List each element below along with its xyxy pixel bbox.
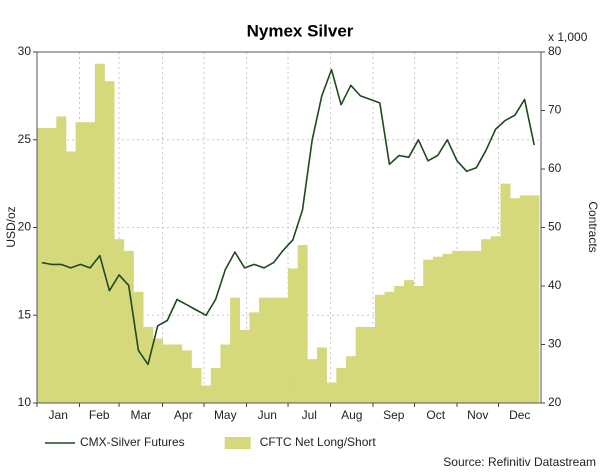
bar xyxy=(239,329,250,403)
x-tick-label: Oct xyxy=(426,408,445,422)
y2-tick-label: 80 xyxy=(548,44,562,58)
y2-tick-label: 40 xyxy=(548,278,562,292)
x-tick-label: Dec xyxy=(509,408,530,422)
bar xyxy=(191,367,202,403)
bar xyxy=(114,239,125,403)
bar xyxy=(220,344,231,403)
bar xyxy=(471,250,482,403)
x-tick-label: Apr xyxy=(174,408,193,422)
x-tick-label: Jul xyxy=(302,408,317,422)
y2-tick-label: 20 xyxy=(548,395,562,409)
x-tick-label: May xyxy=(214,408,237,422)
bar xyxy=(297,245,308,403)
bar xyxy=(394,286,405,403)
y-tick-label: 10 xyxy=(18,395,32,409)
y-tick-label: 15 xyxy=(18,307,32,321)
y2-tick-label: 50 xyxy=(548,220,562,234)
y-axis-label: USD/oz xyxy=(4,206,18,247)
bar xyxy=(442,253,453,403)
y2-axis-label: Contracts xyxy=(586,201,600,252)
bar xyxy=(413,286,424,403)
bar xyxy=(288,268,298,403)
bar xyxy=(490,236,501,403)
bar xyxy=(365,326,376,403)
bar xyxy=(85,122,96,403)
legend-swatch xyxy=(224,437,251,449)
bar xyxy=(529,195,540,403)
y2-tick-label: 30 xyxy=(548,337,562,351)
axes: 10 15 20 25 30 20 30 40 50 60 70 80 Jan Feb Mar Apr May J… xyxy=(18,44,562,422)
bar xyxy=(384,291,395,403)
y2-tick-label: 60 xyxy=(548,161,562,175)
bar xyxy=(181,350,192,403)
x-tick-label: Jun xyxy=(258,408,277,422)
bar xyxy=(152,338,163,403)
bar xyxy=(432,256,443,403)
bar xyxy=(210,367,221,403)
x-tick-label: Jan xyxy=(49,408,68,422)
bar xyxy=(519,195,530,403)
y2-unit: x 1,000 xyxy=(548,30,588,44)
bar xyxy=(201,385,212,403)
bar xyxy=(65,151,76,403)
bar xyxy=(374,294,385,403)
x-tick-label: Aug xyxy=(341,408,362,422)
source: Source: Refinitiv Datastream xyxy=(443,455,596,469)
bar xyxy=(56,116,67,403)
bar xyxy=(355,326,366,403)
bar xyxy=(75,122,86,403)
bar xyxy=(259,297,270,403)
bar xyxy=(230,297,241,403)
bar xyxy=(46,128,57,404)
bar xyxy=(37,128,47,404)
bar xyxy=(94,63,105,403)
bar xyxy=(307,359,318,403)
bar xyxy=(104,81,115,403)
bar xyxy=(278,297,289,403)
y-tick-label: 25 xyxy=(18,132,32,146)
bar xyxy=(500,183,511,403)
x-tick-label: Sep xyxy=(383,408,405,422)
y-tick-label: 20 xyxy=(18,220,32,234)
bar xyxy=(249,312,260,403)
chart-title: Nymex Silver xyxy=(247,21,354,40)
bar xyxy=(172,344,183,403)
line xyxy=(41,68,535,366)
bars xyxy=(37,63,540,404)
legend-label: CMX-Silver Futures xyxy=(80,435,185,449)
bar xyxy=(162,344,173,403)
bar xyxy=(345,356,356,403)
bar xyxy=(510,198,521,403)
bar xyxy=(461,250,472,403)
bar xyxy=(326,382,337,403)
bar xyxy=(268,297,279,403)
x-tick-label: Nov xyxy=(467,408,488,422)
y-tick-label: 30 xyxy=(18,44,32,58)
x-tick-label: Mar xyxy=(130,408,151,422)
bar xyxy=(317,347,327,403)
bar xyxy=(452,250,463,403)
bar xyxy=(123,250,134,403)
x-tick-label: Feb xyxy=(89,408,110,422)
bar xyxy=(336,367,347,403)
plot-frame xyxy=(36,51,542,404)
legend-label: CFTC Net Long/Short xyxy=(260,435,377,449)
y2-tick-label: 70 xyxy=(548,103,562,117)
bar xyxy=(423,259,434,403)
lines xyxy=(41,68,535,366)
bar xyxy=(403,280,414,403)
bar xyxy=(481,239,492,403)
